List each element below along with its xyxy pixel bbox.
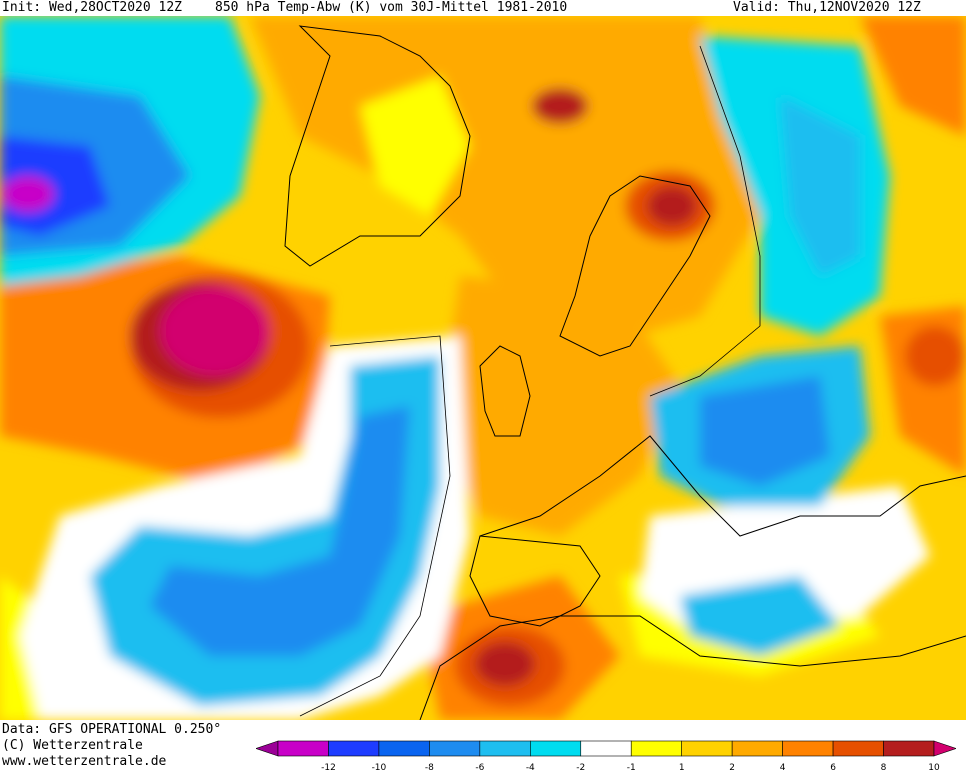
anomaly-max-africa-core — [475, 642, 535, 686]
legend-swatch — [832, 740, 884, 757]
legend-swatch — [328, 740, 380, 757]
legend-tick-label: -8 — [425, 763, 434, 773]
anomaly-colder-atlantic — [150, 406, 410, 656]
valid-time: Valid: Thu,12NOV2020 12Z — [733, 0, 921, 15]
legend-tick-label: 1 — [679, 763, 685, 773]
anomaly-warm-north — [250, 16, 760, 346]
legend-tick-label: 2 — [729, 763, 735, 773]
coastlines — [284, 25, 966, 720]
legend-ticks: -12-10-8-6-4-2-1124681012 — [321, 763, 940, 773]
legend-swatch — [277, 740, 329, 757]
coastline-britain — [479, 345, 531, 437]
website-label: www.wetterzentrale.de — [2, 754, 167, 769]
legend-swatch — [681, 740, 733, 757]
coastline-scandinavia — [559, 175, 711, 357]
legend-arrow-high — [933, 740, 956, 757]
anomaly-max-scandinavia-core — [647, 186, 697, 226]
coastline-greenland — [284, 25, 471, 267]
data-source-label: Data: GFS OPERATIONAL 0.250° — [2, 722, 222, 737]
anomaly-warm-central — [440, 276, 680, 536]
legend-tick-label: -4 — [526, 763, 535, 773]
temperature-anomaly-map — [0, 16, 966, 720]
map-header: Init: Wed,28OCT2020 12Z 850 hPa Temp-Abw… — [0, 0, 966, 16]
anomaly-strong-cold-canada — [2, 176, 54, 212]
legend-swatch — [731, 740, 783, 757]
copyright-label: (C) Wetterzentrale — [2, 738, 143, 753]
legend-tick-label: -1 — [627, 763, 636, 773]
map-footer: Data: GFS OPERATIONAL 0.250° (C) Wetterz… — [0, 722, 966, 778]
legend-tick-label: -6 — [475, 763, 484, 773]
legend-swatch — [580, 740, 632, 757]
init-time: Init: Wed,28OCT2020 12Z — [2, 0, 183, 15]
legend-tick-label: 8 — [881, 763, 887, 773]
legend-swatch — [479, 740, 531, 757]
coastline-africa — [419, 615, 966, 720]
anomaly-cold-mediterranean — [680, 576, 840, 656]
legend-swatch — [530, 740, 582, 757]
anomaly-max-east-core — [905, 326, 965, 386]
anomaly-slight-greenland — [360, 76, 470, 216]
legend-swatch — [378, 740, 430, 757]
anomaly-max-atlantic-peak — [160, 286, 270, 376]
legend-tick-label: 10 — [928, 763, 940, 773]
contour-zero-east — [649, 45, 761, 397]
legend-swatch — [630, 740, 682, 757]
map-title: 850 hPa Temp-Abw (K) vom 30J-Mittel 1981… — [215, 0, 568, 15]
legend-arrow-low — [256, 740, 279, 757]
legend-tick-label: -12 — [321, 763, 336, 773]
coastline-europe — [479, 435, 966, 537]
legend-swatch — [782, 740, 834, 757]
legend-swatch — [429, 740, 481, 757]
legend-tick-label: 6 — [830, 763, 836, 773]
legend-bar — [256, 740, 956, 757]
legend-tick-label: -10 — [372, 763, 387, 773]
contour-zero-atlantic — [299, 335, 451, 717]
anomaly-max-arctic — [532, 88, 588, 124]
color-legend: -12-10-8-6-4-2-1124681012 — [256, 740, 956, 773]
anomaly-field — [0, 16, 966, 720]
anomaly-warm-northeast — [860, 16, 966, 136]
anomaly-colder-eastern-europe — [700, 376, 830, 486]
anomaly-colder-russia — [780, 96, 860, 276]
legend-swatch — [883, 740, 935, 757]
legend-tick-label: 4 — [780, 763, 786, 773]
legend-tick-label: -2 — [576, 763, 585, 773]
